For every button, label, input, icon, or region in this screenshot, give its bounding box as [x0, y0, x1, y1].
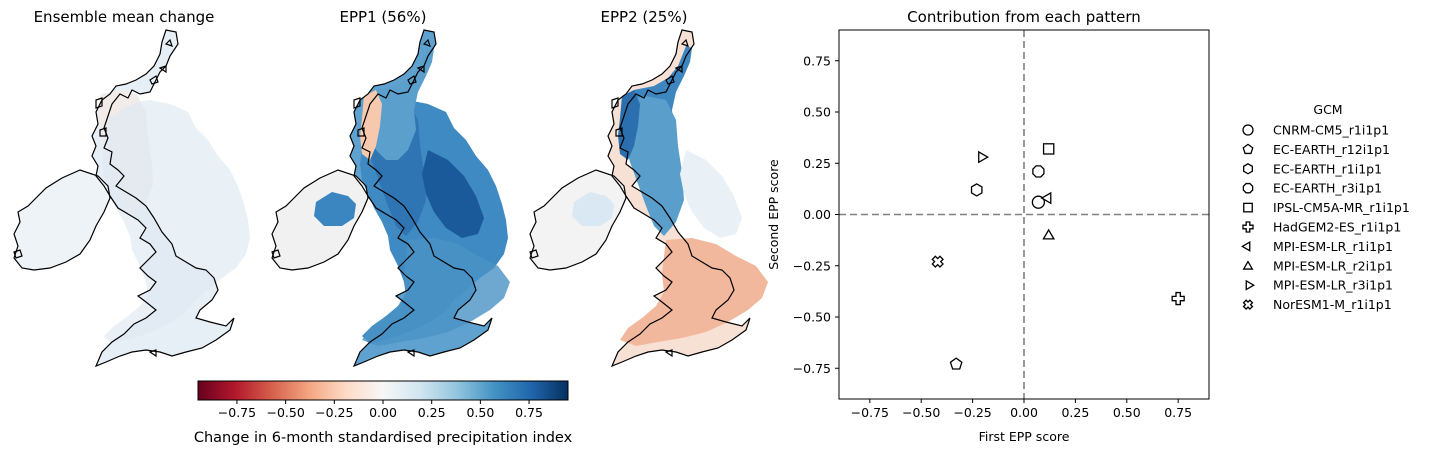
scatter-point — [1171, 291, 1185, 306]
map-title-epp1: EPP1 (56%) — [340, 8, 427, 26]
legend-marker — [1242, 221, 1254, 233]
x-tick-label: 0.25 — [1061, 405, 1089, 420]
scatter-x-axis-label: First EPP score — [979, 429, 1070, 444]
colorbar: −0.75 −0.50 −0.25 0.00 0.25 0.50 0.75 Change i… — [194, 380, 573, 446]
x-tick-label: 0.75 — [1164, 405, 1192, 420]
legend-title: GCM — [1313, 102, 1342, 117]
scatter-point — [931, 255, 944, 268]
legend-marker — [1242, 182, 1254, 194]
scatter-point — [978, 150, 990, 164]
legend-marker — [1242, 124, 1254, 136]
scatter-point — [1032, 165, 1045, 178]
map-field — [14, 30, 250, 366]
colorbar-gradient — [197, 380, 569, 401]
legend-marker — [1242, 299, 1254, 310]
map-panel-epp2: EPP2 (25%) — [529, 8, 768, 367]
y-tick-label: −0.75 — [793, 361, 831, 376]
map-panel-epp1: EPP1 (56%) — [271, 8, 510, 367]
legend-entry-label: EC-EARTH_r1i1p1 — [1273, 161, 1382, 176]
colorbar-label: Change in 6-month standardised precipita… — [194, 430, 573, 446]
map-field — [530, 30, 768, 366]
map-title-epp2: EPP2 (25%) — [601, 8, 688, 26]
colorbar-tick-label: 0.75 — [515, 405, 543, 420]
y-tick-label: 0.25 — [803, 156, 831, 171]
colorbar-tick-label: 0.00 — [369, 405, 397, 420]
x-tick-label: 0.50 — [1113, 405, 1141, 420]
legend-entry-label: MPI-ESM-LR_r1i1p1 — [1273, 239, 1393, 254]
x-tick-label: −0.75 — [851, 405, 889, 420]
map-field — [272, 30, 510, 366]
map-panel-ensemble-mean: Ensemble mean change — [13, 8, 250, 367]
legend-entry-label: EC-EARTH_r3i1p1 — [1273, 181, 1382, 196]
scatter-plot: Contribution from each pattern −0.75 −0.5… — [766, 8, 1210, 444]
colorbar-tick-label: 0.25 — [418, 405, 446, 420]
x-tick-label: −0.25 — [953, 405, 991, 420]
legend-entry-label: EC-EARTH_r12i1p1 — [1273, 142, 1390, 157]
y-tick-label: 0.00 — [803, 207, 831, 222]
x-tick-label: −0.50 — [902, 405, 940, 420]
scatter-point — [1040, 191, 1052, 205]
x-tick-label: 0.00 — [1010, 405, 1038, 420]
legend: GCM CNRM-CM5_r1i1p1 EC-EARTH_r12i1p1 EC-EA… — [1240, 102, 1410, 312]
legend-marker — [1242, 260, 1254, 270]
legend-entry-label: IPSL-CM5A-MR_r1i1p1 — [1273, 200, 1410, 215]
legend-marker — [1240, 240, 1251, 252]
legend-marker — [1243, 163, 1253, 175]
legend-marker — [1243, 202, 1253, 213]
y-tick-label: −0.50 — [793, 310, 831, 325]
colorbar-tick-label: 0.50 — [466, 405, 494, 420]
y-tick-label: −0.25 — [793, 258, 831, 273]
colorbar-tick-label: −0.50 — [266, 405, 304, 420]
legend-marker — [1245, 279, 1256, 291]
legend-entry-label: HadGEM2-ES_r1i1p1 — [1273, 220, 1401, 235]
scatter-point — [949, 357, 963, 370]
colorbar-tick-label: −0.25 — [315, 405, 353, 420]
scatter-point — [970, 183, 983, 197]
y-tick-label: 0.75 — [803, 53, 831, 68]
map-title-ensemble-mean: Ensemble mean change — [34, 8, 215, 26]
y-tick-label: 0.50 — [803, 105, 831, 120]
scatter-point — [1042, 143, 1055, 155]
colorbar-tick-label: −0.75 — [218, 405, 256, 420]
scatter-title: Contribution from each pattern — [907, 8, 1141, 26]
scatter-point — [1031, 195, 1046, 209]
legend-entry-label: CNRM-CM5_r1i1p1 — [1273, 123, 1389, 138]
legend-entry-label: MPI-ESM-LR_r2i1p1 — [1273, 258, 1393, 273]
legend-entry-label: MPI-ESM-LR_r3i1p1 — [1273, 278, 1393, 293]
scatter-y-axis-label: Second EPP score — [766, 159, 781, 270]
scatter-point — [1042, 228, 1055, 240]
legend-marker — [1242, 143, 1254, 155]
legend-entry-label: NorESM1-M_r1i1p1 — [1273, 297, 1392, 312]
